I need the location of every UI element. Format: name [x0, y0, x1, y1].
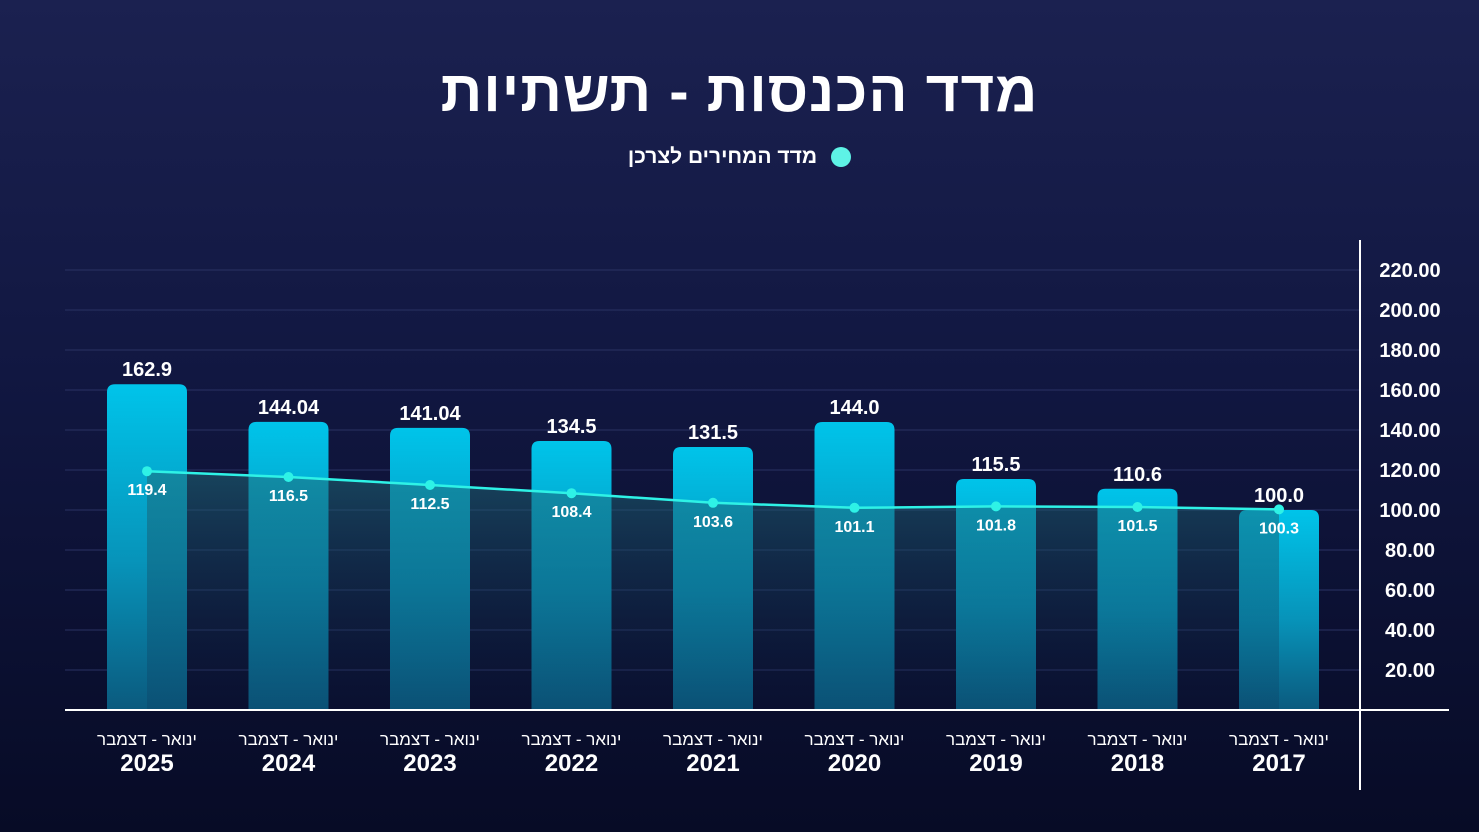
bar-value-label: 134.5: [546, 416, 596, 438]
bar-value-label: 100.0: [1254, 485, 1304, 507]
cpi-point: [1274, 504, 1284, 515]
x-tick-sublabel: ינואר - דצמבר: [97, 730, 197, 749]
y-tick-label: 100.00: [1379, 500, 1440, 522]
line-area: [147, 471, 1279, 710]
cpi-value-label: 108.4: [551, 504, 591, 521]
cpi-point: [283, 472, 294, 482]
x-tick-sublabel: ינואר - דצמבר: [380, 730, 480, 749]
x-tick-sublabel: ינואר - דצמבר: [1088, 730, 1188, 749]
cpi-point: [708, 497, 718, 508]
bar-value-label: 141.04: [399, 403, 461, 425]
bar-value-label: 110.6: [1113, 464, 1162, 486]
chart-title: מדד הכנסות - תשתיות: [440, 59, 1039, 124]
bar-value-label: 115.5: [972, 454, 1021, 476]
cpi-point: [142, 466, 152, 477]
x-tick-sublabel: ינואר - דצמבר: [805, 730, 905, 749]
cpi-value-label: 119.4: [127, 482, 166, 499]
y-tick-label: 140.00: [1379, 420, 1440, 442]
cpi-point: [425, 480, 435, 490]
cpi-value-label: 100.3: [1259, 520, 1299, 537]
cpi-value-label: 101.5: [1117, 518, 1157, 535]
legend-label: מדד המחירים לצרכן: [627, 145, 818, 168]
cpi-point: [566, 488, 577, 499]
bar-value-label: 144.0: [829, 397, 879, 419]
y-tick-label: 200.00: [1379, 300, 1440, 322]
legend-marker-icon: [831, 147, 852, 167]
x-tick-label: 2021: [686, 750, 739, 777]
x-tick-label: 2022: [545, 750, 598, 777]
cpi-value-label: 103.6: [693, 514, 733, 531]
x-tick-label: 2023: [403, 750, 456, 777]
x-tick-sublabel: ינואר - דצמבר: [663, 730, 763, 749]
x-tick-sublabel: ינואר - דצמבר: [1229, 730, 1329, 749]
x-tick-sublabel: ינואר - דצמבר: [946, 730, 1046, 749]
x-tick-label: 2019: [969, 750, 1022, 777]
y-tick-label: 220.00: [1379, 260, 1440, 282]
x-tick-sublabel: ינואר - דצמבר: [239, 730, 339, 749]
y-tick-label: 120.00: [1379, 460, 1440, 482]
y-tick-label: 60.00: [1385, 580, 1435, 602]
bar-value-label: 162.9: [122, 359, 172, 381]
cpi-point: [1132, 502, 1143, 512]
x-tick-label: 2025: [120, 750, 173, 777]
y-tick-label: 40.00: [1385, 620, 1435, 642]
y-tick-label: 20.00: [1385, 660, 1435, 682]
cpi-value-label: 101.8: [976, 517, 1016, 534]
y-tick-label: 160.00: [1379, 380, 1440, 402]
bar-value-label: 131.5: [688, 422, 738, 444]
x-tick-sublabel: ינואר - דצמבר: [522, 730, 622, 749]
cpi-value-label: 101.1: [834, 519, 874, 536]
y-tick-label: 80.00: [1385, 540, 1435, 562]
x-tick-label: 2017: [1252, 750, 1305, 777]
x-tick-label: 2024: [262, 750, 316, 777]
cpi-point: [849, 502, 860, 513]
x-tick-label: 2018: [1111, 750, 1164, 777]
x-tick-label: 2020: [828, 750, 881, 777]
cpi-value-label: 112.5: [410, 496, 449, 513]
cpi-point: [991, 501, 1001, 512]
y-tick-label: 180.00: [1379, 340, 1440, 362]
bar-value-label: 144.04: [258, 397, 320, 419]
cpi-value-label: 116.5: [269, 488, 308, 505]
legend: מדד המחירים לצרכן: [0, 145, 1479, 169]
